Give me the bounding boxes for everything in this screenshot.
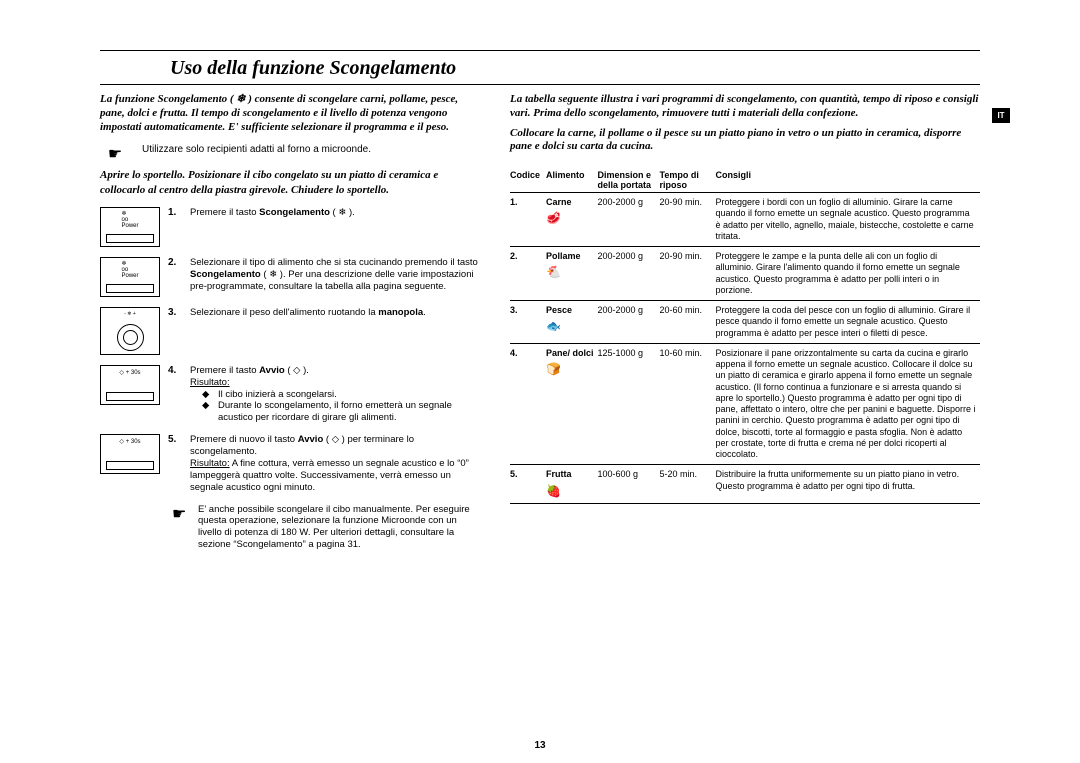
table-row: 2.Pollame🐔200-2000 g20-90 min.Proteggere…: [510, 247, 980, 301]
cell-code: 1.: [510, 193, 546, 247]
cell-time: 20-60 min.: [660, 301, 716, 344]
food-icon: 🥩: [546, 211, 594, 226]
th-food: Alimento: [546, 168, 598, 193]
step-2: ❄ooPower 2. Selezionare il tipo di alime…: [100, 257, 480, 297]
defrost-tbody: 1.Carne🥩200-2000 g20-90 min.Proteggere i…: [510, 193, 980, 504]
step-text: Premere il tasto Scongelamento ( ❄ ).: [190, 207, 480, 219]
th-advice: Consigli: [716, 168, 980, 193]
cell-food: Pane/ dolci🍞: [546, 343, 598, 465]
steps-list: ❄ooPower 1. Premere il tasto Scongelamen…: [100, 207, 480, 551]
page-title: Uso della funzione Scongelamento: [170, 57, 980, 80]
page-number: 13: [0, 740, 1080, 751]
cell-dim: 200-2000 g: [598, 301, 660, 344]
step-num: 1.: [168, 207, 182, 218]
placement-text: Collocare la carne, il pollame o il pesc…: [510, 127, 980, 155]
cell-time: 20-90 min.: [660, 247, 716, 301]
step-num: 2.: [168, 257, 182, 268]
panel-diagram: ◇ + 30s: [100, 365, 160, 405]
cell-code: 5.: [510, 465, 546, 503]
cell-dim: 125-1000 g: [598, 343, 660, 465]
defrost-table: Codice Alimento Dimension e della portat…: [510, 168, 980, 504]
language-tab: IT: [992, 108, 1010, 123]
food-icon: 🐔: [546, 265, 594, 280]
cell-advice: Proteggere le zampe e la punta delle ali…: [716, 247, 980, 301]
table-row: 1.Carne🥩200-2000 g20-90 min.Proteggere i…: [510, 193, 980, 247]
cell-advice: Proteggere i bordi con un foglio di allu…: [716, 193, 980, 247]
cell-time: 20-90 min.: [660, 193, 716, 247]
cell-advice: Proteggere la coda del pesce con un fogl…: [716, 301, 980, 344]
cell-dim: 200-2000 g: [598, 247, 660, 301]
step-4: ◇ + 30s 4. Premere il tasto Avvio ( ◇ ).…: [100, 365, 480, 424]
open-instruction: Aprire lo sportello. Posizionare il cibo…: [100, 168, 480, 197]
step-text: Selezionare il peso dell'alimento ruotan…: [190, 307, 480, 319]
cell-advice: Posizionare il pane orizzontalmente su c…: [716, 343, 980, 465]
manual-page: IT Uso della funzione Scongelamento La f…: [0, 0, 1080, 763]
rule-top: [100, 50, 980, 51]
th-time: Tempo di riposo: [660, 168, 716, 193]
food-icon: 🐟: [546, 319, 594, 334]
cell-time: 5-20 min.: [660, 465, 716, 503]
food-icon: 🍞: [546, 362, 594, 377]
cell-food: Carne🥩: [546, 193, 598, 247]
cell-time: 10-60 min.: [660, 343, 716, 465]
step-3: - ❄ + 3. Selezionare il peso dell'alimen…: [100, 307, 480, 355]
step-1: ❄ooPower 1. Premere il tasto Scongelamen…: [100, 207, 480, 247]
th-code: Codice: [510, 168, 546, 193]
cell-advice: Distribuire la frutta uniformemente su u…: [716, 465, 980, 503]
left-column: La funzione Scongelamento ( ❄ ) consente…: [100, 93, 480, 551]
panel-diagram: ❄ooPower: [100, 257, 160, 297]
step-num: 4.: [168, 365, 182, 376]
note-text: E' anche possibile scongelare il cibo ma…: [198, 504, 480, 552]
pointer-icon: ☛: [172, 504, 186, 552]
intro-left: La funzione Scongelamento ( ❄ ) consente…: [100, 93, 480, 134]
table-row: 3.Pesce🐟200-2000 g20-60 min.Proteggere l…: [510, 301, 980, 344]
table-row: 5.Frutta🍓100-600 g5-20 min.Distribuire l…: [510, 465, 980, 503]
step-text: Premere il tasto Avvio ( ◇ ). Risultato:…: [190, 365, 480, 424]
cell-code: 2.: [510, 247, 546, 301]
cell-dim: 200-2000 g: [598, 193, 660, 247]
cell-dim: 100-600 g: [598, 465, 660, 503]
step-text: Premere di nuovo il tasto Avvio ( ◇ ) pe…: [190, 434, 480, 493]
cell-code: 3.: [510, 301, 546, 344]
cell-food: Pesce🐟: [546, 301, 598, 344]
cell-food: Frutta🍓: [546, 465, 598, 503]
cell-food: Pollame🐔: [546, 247, 598, 301]
cell-code: 4.: [510, 343, 546, 465]
rule-bottom: [100, 84, 980, 85]
step-num: 3.: [168, 307, 182, 318]
panel-diagram: - ❄ +: [100, 307, 160, 355]
panel-diagram: ◇ + 30s: [100, 434, 160, 474]
pointer-tip: Utilizzare solo recipienti adatti al for…: [142, 144, 371, 155]
th-dim: Dimension e della portata: [598, 168, 660, 193]
pointer-icon: ☛: [100, 144, 130, 164]
intro-right: La tabella seguente illustra i vari prog…: [510, 93, 980, 121]
right-column: La tabella seguente illustra i vari prog…: [510, 93, 980, 551]
step-5: ◇ + 30s 5. Premere di nuovo il tasto Avv…: [100, 434, 480, 493]
food-icon: 🍓: [546, 484, 594, 499]
note-row: ☛ E' anche possibile scongelare il cibo …: [100, 504, 480, 552]
table-row: 4.Pane/ dolci🍞125-1000 g10-60 min.Posizi…: [510, 343, 980, 465]
panel-diagram: ❄ooPower: [100, 207, 160, 247]
step-text: Selezionare il tipo di alimento che si s…: [190, 257, 480, 293]
step-num: 5.: [168, 434, 182, 445]
